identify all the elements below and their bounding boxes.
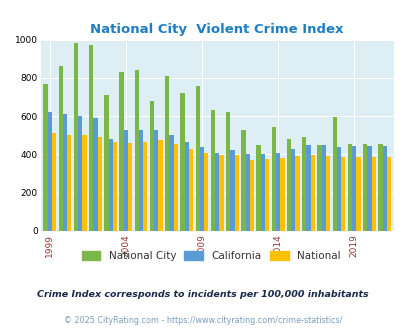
- Legend: National City, California, National: National City, California, National: [78, 248, 343, 264]
- Bar: [245, 154, 249, 231]
- Text: © 2025 CityRating.com - https://www.cityrating.com/crime-statistics/: © 2025 CityRating.com - https://www.city…: [64, 316, 341, 325]
- Bar: [310, 155, 314, 231]
- Bar: [226, 112, 230, 231]
- Bar: [52, 133, 56, 231]
- Bar: [332, 117, 336, 231]
- Bar: [290, 149, 295, 231]
- Bar: [82, 135, 86, 231]
- Bar: [286, 139, 290, 231]
- Bar: [173, 144, 177, 231]
- Bar: [340, 157, 345, 231]
- Bar: [317, 145, 321, 231]
- Bar: [108, 139, 113, 231]
- Bar: [325, 156, 329, 231]
- Bar: [264, 159, 269, 231]
- Bar: [128, 143, 132, 231]
- Bar: [113, 142, 117, 231]
- Bar: [256, 145, 260, 231]
- Bar: [295, 156, 299, 231]
- Bar: [271, 127, 275, 231]
- Bar: [347, 144, 351, 231]
- Bar: [260, 154, 264, 231]
- Bar: [367, 146, 371, 231]
- Bar: [230, 150, 234, 231]
- Bar: [219, 155, 223, 231]
- Bar: [249, 160, 254, 231]
- Bar: [362, 144, 367, 231]
- Bar: [195, 85, 199, 231]
- Bar: [58, 66, 63, 231]
- Bar: [165, 76, 169, 231]
- Bar: [188, 149, 193, 231]
- Bar: [169, 135, 173, 231]
- Bar: [199, 147, 204, 231]
- Bar: [74, 44, 78, 231]
- Bar: [382, 146, 386, 231]
- Bar: [184, 142, 188, 231]
- Bar: [93, 118, 97, 231]
- Bar: [47, 112, 52, 231]
- Bar: [210, 111, 215, 231]
- Bar: [234, 155, 238, 231]
- Bar: [377, 144, 382, 231]
- Bar: [180, 93, 184, 231]
- Bar: [124, 130, 128, 231]
- Bar: [351, 146, 356, 231]
- Bar: [119, 72, 124, 231]
- Bar: [104, 95, 108, 231]
- Bar: [158, 140, 162, 231]
- Bar: [356, 157, 360, 231]
- Bar: [43, 83, 47, 231]
- Bar: [63, 114, 67, 231]
- Bar: [67, 135, 71, 231]
- Bar: [97, 137, 102, 231]
- Bar: [275, 152, 279, 231]
- Bar: [371, 157, 375, 231]
- Bar: [139, 130, 143, 231]
- Title: National City  Violent Crime Index: National City Violent Crime Index: [90, 23, 343, 36]
- Bar: [301, 137, 306, 231]
- Bar: [241, 130, 245, 231]
- Bar: [89, 45, 93, 231]
- Bar: [143, 142, 147, 231]
- Bar: [279, 158, 284, 231]
- Bar: [336, 147, 340, 231]
- Bar: [154, 130, 158, 231]
- Bar: [215, 152, 219, 231]
- Bar: [321, 145, 325, 231]
- Bar: [149, 101, 154, 231]
- Bar: [78, 116, 82, 231]
- Bar: [386, 157, 390, 231]
- Bar: [306, 145, 310, 231]
- Text: Crime Index corresponds to incidents per 100,000 inhabitants: Crime Index corresponds to incidents per…: [37, 290, 368, 299]
- Bar: [204, 153, 208, 231]
- Bar: [134, 70, 139, 231]
